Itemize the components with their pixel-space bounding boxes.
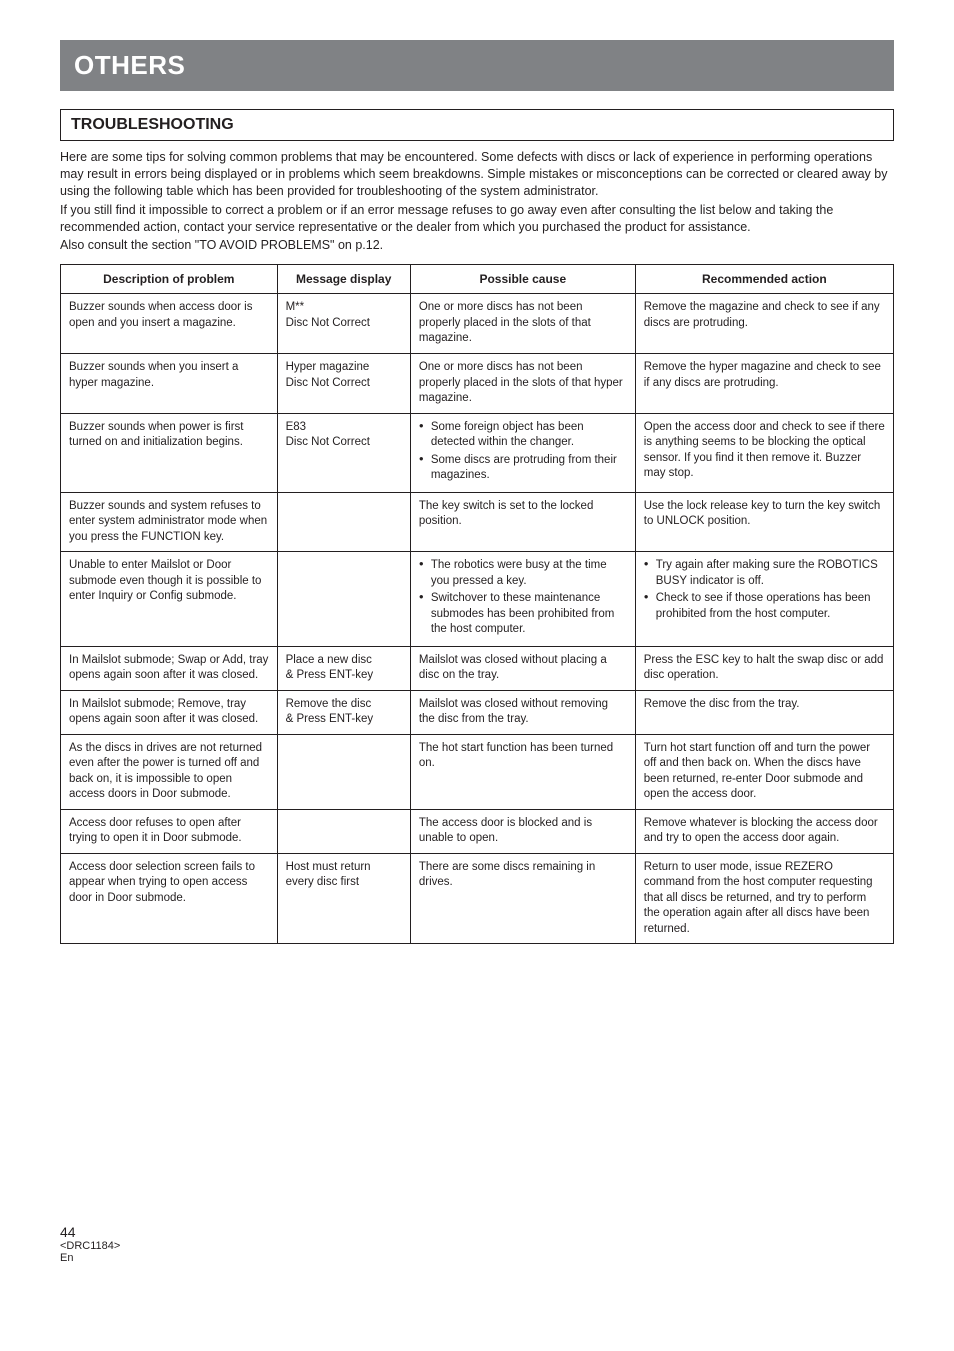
bullet-item: Some foreign object has been detected wi… <box>419 420 627 451</box>
bullet-item: Check to see if those operations has bee… <box>644 591 885 622</box>
cell-cause: One or more discs has not been properly … <box>410 353 635 413</box>
table-row: In Mailslot submode; Remove, tray opens … <box>61 690 894 734</box>
table-row: Access door selection screen fails to ap… <box>61 853 894 944</box>
cell-description: In Mailslot submode; Remove, tray opens … <box>61 690 278 734</box>
page-footer: 44 <DRC1184> En <box>60 1224 894 1264</box>
cell-description: Buzzer sounds when access door is open a… <box>61 294 278 354</box>
th-description: Description of problem <box>61 265 278 294</box>
cell-cause: Mailslot was closed without removing the… <box>410 690 635 734</box>
cell-message <box>277 492 410 552</box>
cell-cause: Mailslot was closed without placing a di… <box>410 646 635 690</box>
bullet-item: Switchover to these maintenance submodes… <box>419 591 627 638</box>
cell-message: Place a new disc& Press ENT-key <box>277 646 410 690</box>
cell-message <box>277 552 410 647</box>
cell-message: M**Disc Not Correct <box>277 294 410 354</box>
cell-action: Remove whatever is blocking the access d… <box>635 809 893 853</box>
intro-text: Here are some tips for solving common pr… <box>60 149 894 254</box>
cell-description: In Mailslot submode; Swap or Add, tray o… <box>61 646 278 690</box>
doc-lang: En <box>60 1252 894 1264</box>
cell-cause: There are some discs remaining in drives… <box>410 853 635 944</box>
cell-message: Hyper magazineDisc Not Correct <box>277 353 410 413</box>
cell-action: Return to user mode, issue REZERO comman… <box>635 853 893 944</box>
cell-message <box>277 734 410 809</box>
table-header-row: Description of problem Message display P… <box>61 265 894 294</box>
cell-action: Use the lock release key to turn the key… <box>635 492 893 552</box>
cell-description: Access door selection screen fails to ap… <box>61 853 278 944</box>
bullet-item: Try again after making sure the ROBOTICS… <box>644 558 885 589</box>
cell-description: Unable to enter Mailslot or Door submode… <box>61 552 278 647</box>
cell-action: Remove the hyper magazine and check to s… <box>635 353 893 413</box>
table-row: Buzzer sounds when access door is open a… <box>61 294 894 354</box>
cell-description: Buzzer sounds when power is first turned… <box>61 413 278 492</box>
table-row: Unable to enter Mailslot or Door submode… <box>61 552 894 647</box>
cell-cause: The robotics were busy at the time you p… <box>410 552 635 647</box>
bullet-item: Some discs are protruding from their mag… <box>419 453 627 484</box>
cell-cause: The access door is blocked and is unable… <box>410 809 635 853</box>
cell-message: Host must returnevery disc first <box>277 853 410 944</box>
intro-p1: Here are some tips for solving common pr… <box>60 149 894 200</box>
cell-action: Remove the disc from the tray. <box>635 690 893 734</box>
cell-action: Press the ESC key to halt the swap disc … <box>635 646 893 690</box>
cell-cause: Some foreign object has been detected wi… <box>410 413 635 492</box>
cell-message: Remove the disc& Press ENT-key <box>277 690 410 734</box>
cell-message: E83Disc Not Correct <box>277 413 410 492</box>
th-action: Recommended action <box>635 265 893 294</box>
table-row: Buzzer sounds when you insert a hyper ma… <box>61 353 894 413</box>
cell-action: Remove the magazine and check to see if … <box>635 294 893 354</box>
cell-description: Buzzer sounds and system refuses to ente… <box>61 492 278 552</box>
section-title: TROUBLESHOOTING <box>71 116 883 134</box>
th-cause: Possible cause <box>410 265 635 294</box>
intro-p3: Also consult the section "TO AVOID PROBL… <box>60 237 894 254</box>
th-message: Message display <box>277 265 410 294</box>
section-title-box: TROUBLESHOOTING <box>60 109 894 141</box>
table-row: Access door refuses to open after trying… <box>61 809 894 853</box>
table-row: Buzzer sounds and system refuses to ente… <box>61 492 894 552</box>
cell-description: Buzzer sounds when you insert a hyper ma… <box>61 353 278 413</box>
page-number: 44 <box>60 1224 894 1240</box>
cell-action: Try again after making sure the ROBOTICS… <box>635 552 893 647</box>
page-banner: OTHERS <box>60 40 894 91</box>
cell-action: Turn hot start function off and turn the… <box>635 734 893 809</box>
table-row: As the discs in drives are not returned … <box>61 734 894 809</box>
cell-description: Access door refuses to open after trying… <box>61 809 278 853</box>
cell-cause: One or more discs has not been properly … <box>410 294 635 354</box>
bullet-item: The robotics were busy at the time you p… <box>419 558 627 589</box>
troubleshooting-table: Description of problem Message display P… <box>60 264 894 944</box>
doc-code: <DRC1184> <box>60 1240 894 1252</box>
table-row: Buzzer sounds when power is first turned… <box>61 413 894 492</box>
cell-message <box>277 809 410 853</box>
cell-cause: The hot start function has been turned o… <box>410 734 635 809</box>
cell-cause: The key switch is set to the locked posi… <box>410 492 635 552</box>
cell-description: As the discs in drives are not returned … <box>61 734 278 809</box>
intro-p2: If you still find it impossible to corre… <box>60 202 894 236</box>
cell-action: Open the access door and check to see if… <box>635 413 893 492</box>
table-row: In Mailslot submode; Swap or Add, tray o… <box>61 646 894 690</box>
